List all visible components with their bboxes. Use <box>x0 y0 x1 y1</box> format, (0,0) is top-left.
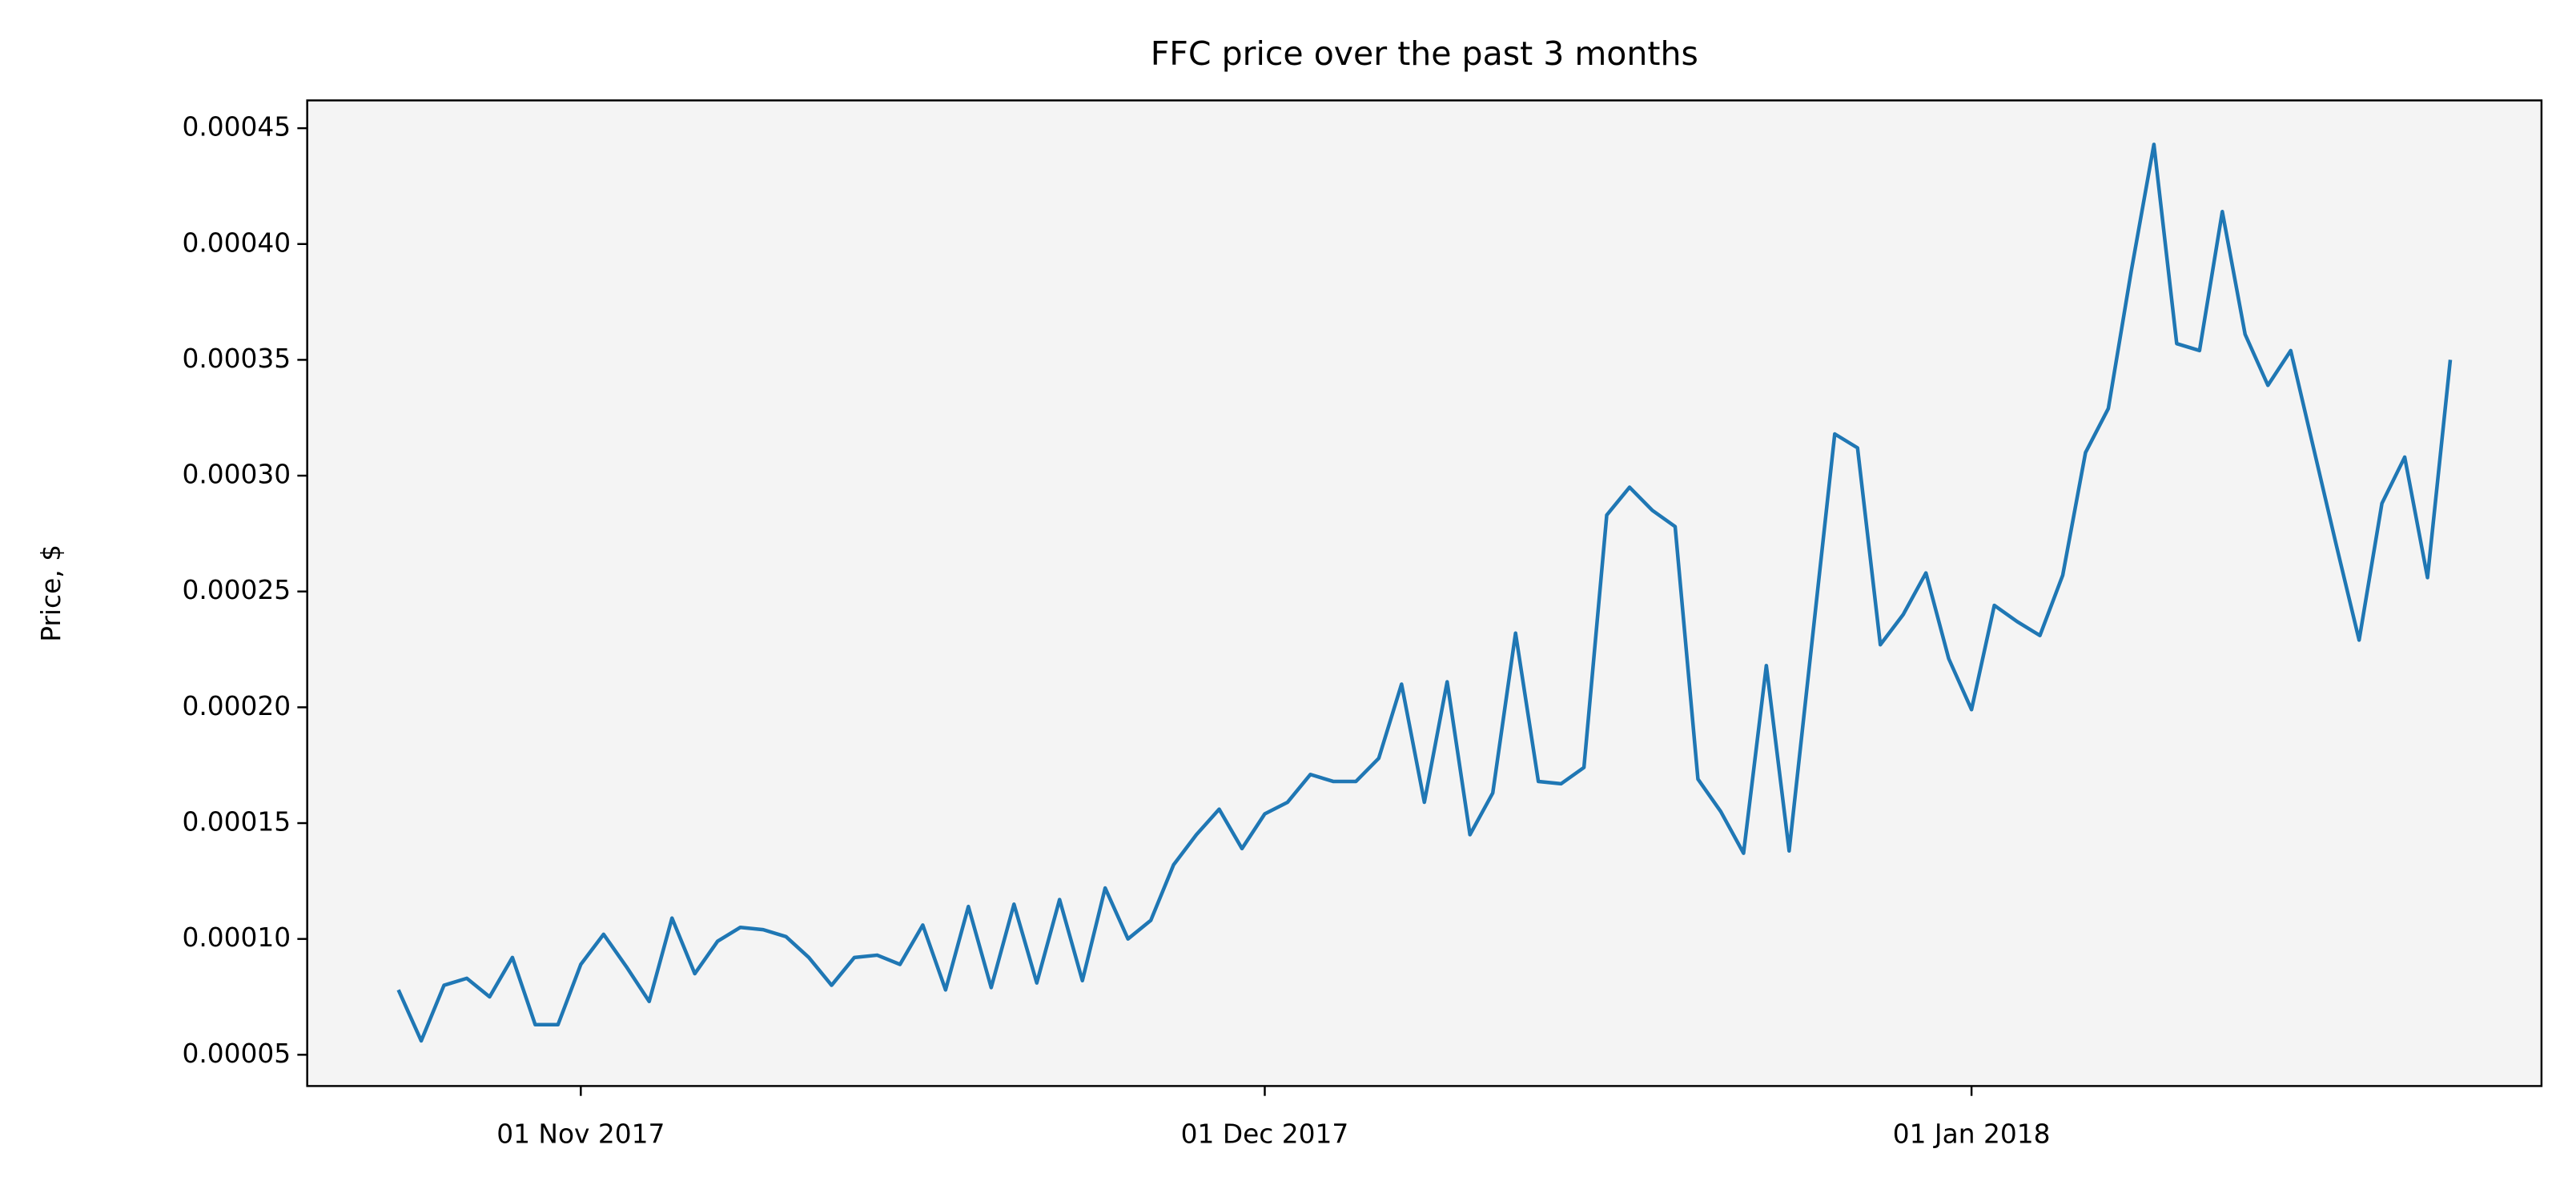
y-tick-label: 0.00030 <box>182 460 291 490</box>
price-line <box>396 143 2453 1043</box>
y-tick-label: 0.00010 <box>182 922 291 953</box>
x-tick-label: 01 Jan 2018 <box>1893 1119 2051 1149</box>
x-tick-label: 01 Dec 2017 <box>1181 1119 1349 1149</box>
y-tick-label: 0.00035 <box>182 343 291 374</box>
plot-frame <box>306 99 2543 1087</box>
y-tick-label: 0.00020 <box>182 691 291 721</box>
y-axis-label: Price, $ <box>36 544 66 642</box>
y-tick-label: 0.00015 <box>182 807 291 838</box>
chart-title: FFC price over the past 3 months <box>1151 34 1698 73</box>
y-tick-label: 0.00040 <box>182 227 291 258</box>
plot-background <box>307 100 2542 1087</box>
x-tick-label: 01 Nov 2017 <box>496 1119 665 1149</box>
y-tick-label: 0.00045 <box>182 112 291 143</box>
y-tick-label: 0.00005 <box>182 1038 291 1069</box>
y-tick-label: 0.00025 <box>182 575 291 605</box>
